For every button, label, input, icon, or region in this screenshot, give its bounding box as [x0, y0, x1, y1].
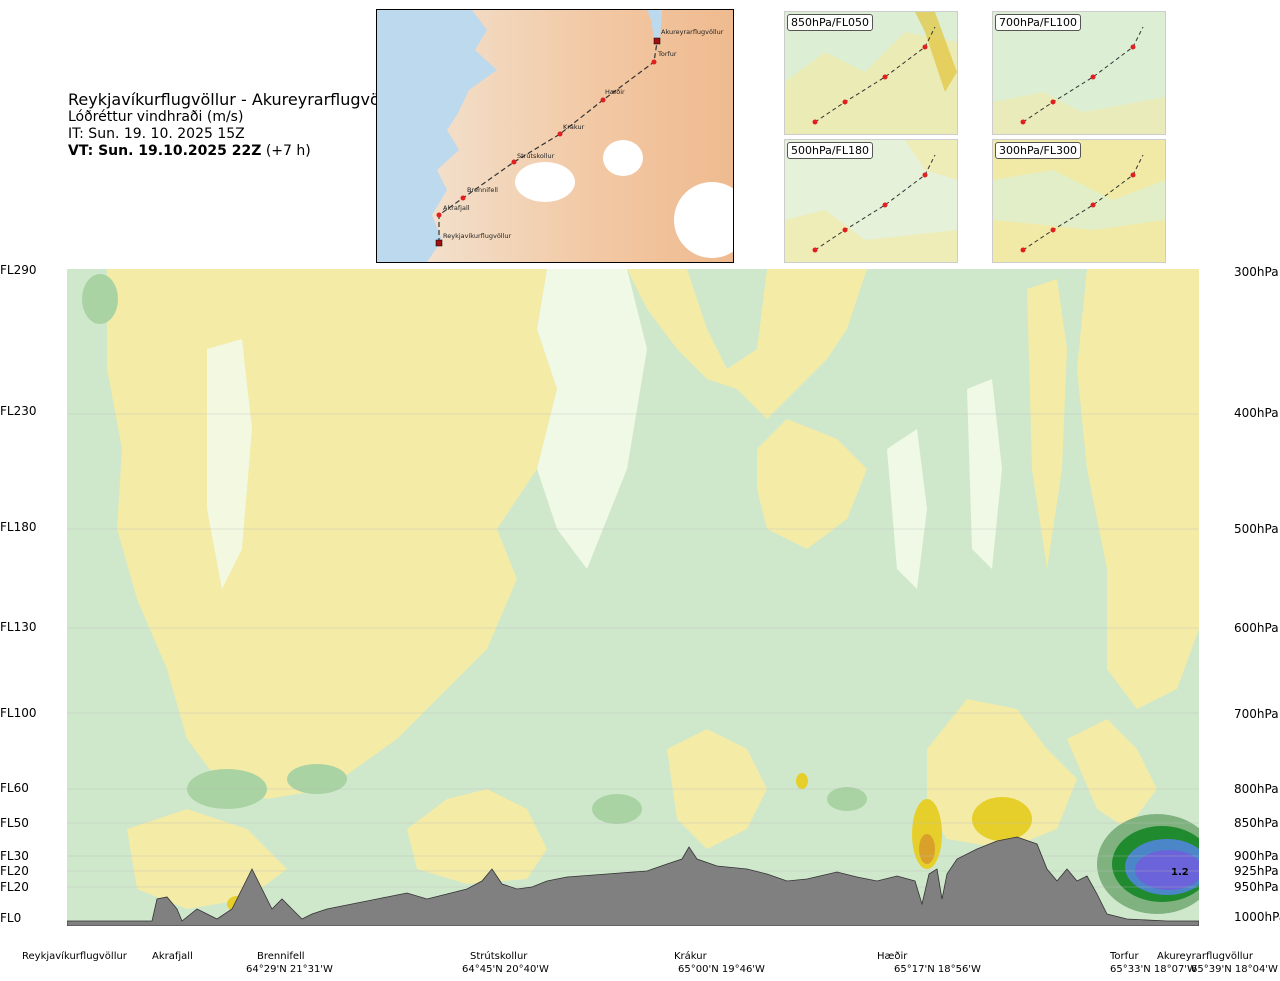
- map-label-reykjavik: Reykjavíkurflugvöllur: [443, 232, 512, 240]
- coord-strutskollur: 64°45'N 20°40'W: [462, 964, 549, 975]
- fl-label-30: FL30: [0, 849, 29, 863]
- route-map: Akureyrarflugvöllur Torfur Hæðir Krákur …: [376, 9, 734, 263]
- location-akureyri: Akureyrarflugvöllur: [1157, 951, 1254, 962]
- map-label-torfur: Torfur: [657, 50, 677, 58]
- route-line: [438, 41, 658, 243]
- map-label-krakur: Krákur: [563, 123, 585, 131]
- minimap-700-canvas: [993, 12, 1165, 134]
- map-label-akrafjall: Akrafjall: [443, 204, 470, 212]
- valid-time: VT: Sun. 19.10.2025 22Z (+7 h): [68, 143, 311, 159]
- minimap-850: 850hPa/FL050: [784, 11, 958, 135]
- minimap-300: 300hPa/FL300: [992, 139, 1166, 263]
- location-torfur: Torfur: [1110, 951, 1139, 962]
- pressure-label-925: 925hPa: [1234, 864, 1279, 878]
- location-akrafjall: Akrafjall: [152, 951, 193, 962]
- coord-krakur: 65°00'N 19°46'W: [678, 964, 765, 975]
- strong-downdraft: 1.2: [1097, 814, 1217, 914]
- sea-area: [377, 10, 497, 262]
- map-label-brennifell: Brennifell: [467, 186, 498, 194]
- fl-label-100: FL100: [0, 706, 37, 720]
- max-value-label: 1.2: [1171, 867, 1189, 878]
- location-haedir: Hæðir: [877, 951, 908, 962]
- valid-time-offset: (+7 h): [265, 143, 311, 159]
- pressure-label-700: 700hPa: [1234, 707, 1279, 721]
- fl-label-230: FL230: [0, 404, 37, 418]
- pressure-label-500: 500hPa: [1234, 522, 1279, 536]
- coord-akureyri: 65°39'N 18°04'W: [1191, 964, 1278, 975]
- fl-label-0: FL0: [0, 911, 22, 925]
- minimap-500-label: 500hPa/FL180: [787, 142, 874, 159]
- location-krakur: Krákur: [674, 951, 707, 962]
- issue-time: IT: Sun. 19. 10. 2025 15Z: [68, 126, 245, 142]
- coord-haedir: 65°17'N 18°56'W: [894, 964, 981, 975]
- pressure-label-950: 950hPa: [1234, 880, 1279, 894]
- glacier-vatnajokull: [674, 182, 733, 258]
- pressure-label-400: 400hPa: [1234, 406, 1279, 420]
- strong-updraft: [227, 773, 1032, 912]
- pressure-label-850: 850hPa: [1234, 816, 1279, 830]
- minimap-500-canvas: [785, 140, 957, 262]
- fl-label-50: FL50: [0, 816, 29, 830]
- location-brennifell: Brennifell: [257, 951, 305, 962]
- pressure-label-300: 300hPa: [1234, 265, 1279, 279]
- coord-brennifell: 64°29'N 21°31'W: [246, 964, 333, 975]
- minimap-700-label: 700hPa/FL100: [995, 14, 1082, 31]
- location-reykjavik: Reykjavíkurflugvöllur: [22, 951, 127, 962]
- minimap-300-canvas: [993, 140, 1165, 262]
- coord-torfur: 65°33'N 18°07'W: [1110, 964, 1197, 975]
- glacier-hofsjokull: [603, 140, 643, 176]
- map-label-strutskollur: Strútskollur: [517, 152, 555, 160]
- fl-label-20a: FL20: [0, 864, 29, 878]
- valid-time-bold: VT: Sun. 19.10.2025 22Z: [68, 143, 262, 159]
- parameter-subtitle: Lóðréttur vindhraði (m/s): [68, 109, 244, 125]
- map-label-akureyri: Akureyrarflugvöllur: [661, 28, 724, 36]
- cross-section-canvas: 1.2: [66, 269, 1217, 927]
- cross-section-title: Reykjavíkurflugvöllur - Akureyrarflugvöl…: [68, 90, 406, 109]
- fl-label-180: FL180: [0, 520, 37, 534]
- pressure-label-600: 600hPa: [1234, 621, 1279, 635]
- terrain-profile: [66, 836, 1200, 927]
- pressure-label-800: 800hPa: [1234, 782, 1279, 796]
- minimap-500: 500hPa/FL180: [784, 139, 958, 263]
- weak-regions: [207, 269, 1002, 589]
- fl-label-20b: FL20: [0, 880, 29, 894]
- fl-label-130: FL130: [0, 620, 37, 634]
- map-label-haedir: Hæðir: [605, 88, 625, 96]
- minimap-700: 700hPa/FL100: [992, 11, 1166, 135]
- pressure-label-900: 900hPa: [1234, 849, 1279, 863]
- vertical-wind-cross-section: 1.2: [66, 269, 1217, 927]
- fl-label-290: FL290: [0, 263, 37, 277]
- minimap-850-canvas: [785, 12, 957, 134]
- route-map-canvas: Akureyrarflugvöllur Torfur Hæðir Krákur …: [377, 10, 733, 262]
- glacier-langjokull: [515, 162, 575, 202]
- minimap-850-label: 850hPa/FL050: [787, 14, 874, 31]
- minimap-300-label: 300hPa/FL300: [995, 142, 1082, 159]
- pressure-label-1000: 1000hPa: [1234, 910, 1280, 924]
- location-strutskollur: Strútskollur: [470, 951, 528, 962]
- fl-label-60: FL60: [0, 781, 29, 795]
